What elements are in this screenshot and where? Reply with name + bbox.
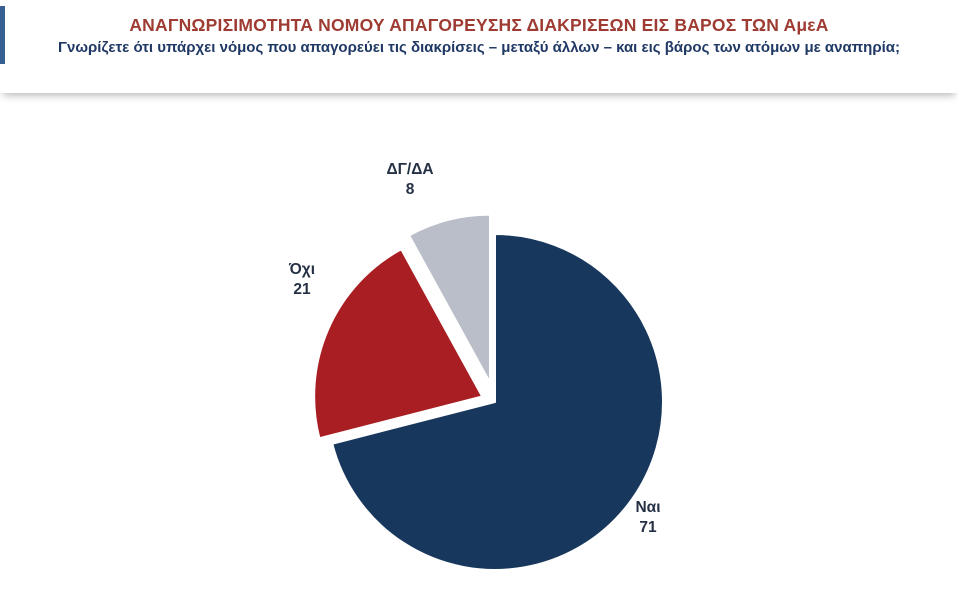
chart-title: ΑΝΑΓΝΩΡΙΣΙΜΟΤΗΤΑ ΝΟΜΟΥ ΑΠΑΓΟΡΕΥΣΗΣ ΔΙΑΚΡ… xyxy=(129,15,829,35)
pie-slice-yes xyxy=(331,233,664,571)
chart-subtitle: Γνωρίζετε ότι υπάρχει νόμος που απαγορεύ… xyxy=(57,39,901,56)
pie-label-dkda: ΔΓ/ΔΑ 8 xyxy=(350,160,470,200)
pie-label-no-name: Όχι xyxy=(288,261,315,278)
pie-slice-no xyxy=(313,248,484,440)
pie-label-dkda-name: ΔΓ/ΔΑ xyxy=(386,161,434,178)
pie-label-no: Όχι 21 xyxy=(242,260,362,300)
pie-label-yes: Ναι 71 xyxy=(588,498,708,538)
header-accent-bar xyxy=(0,6,5,64)
pie-label-yes-value: 71 xyxy=(639,519,657,536)
pie-slice-dkda xyxy=(408,213,492,384)
pie-label-no-value: 21 xyxy=(293,281,311,298)
chart-header: ΑΝΑΓΝΩΡΙΣΙΜΟΤΗΤΑ ΝΟΜΟΥ ΑΠΑΓΟΡΕΥΣΗΣ ΔΙΑΚΡ… xyxy=(0,0,958,93)
pie-label-dkda-value: 8 xyxy=(405,181,415,198)
pie-label-yes-name: Ναι xyxy=(635,499,661,516)
